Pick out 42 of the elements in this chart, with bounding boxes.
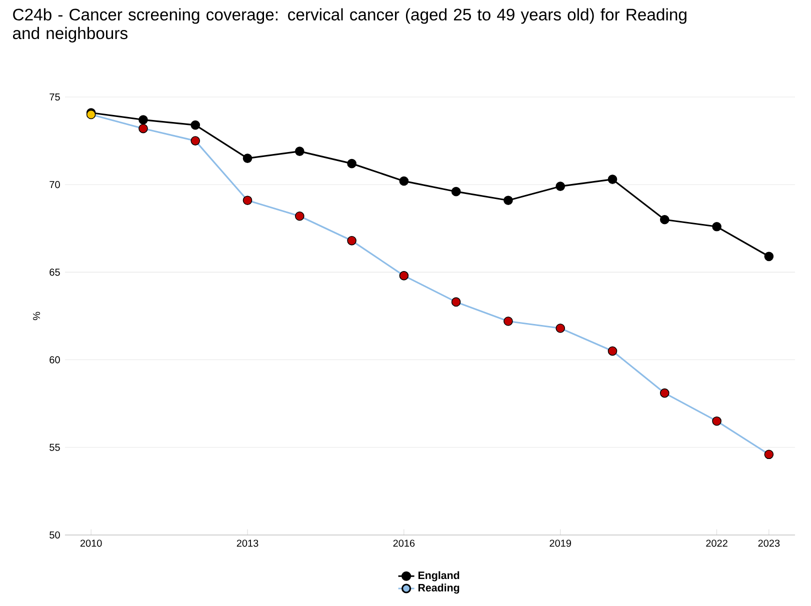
point (399, 176, 409, 186)
point (764, 252, 774, 262)
point (556, 324, 566, 333)
x-tick-label: 2019 (550, 540, 571, 547)
point (764, 450, 774, 460)
x-tick-label: 2016 (393, 540, 415, 547)
point (608, 346, 618, 356)
point (504, 196, 513, 206)
y-axis-title: % (33, 312, 40, 320)
x-tick-label: 2023 (758, 540, 780, 547)
y-tick-label: 75 (50, 94, 60, 100)
chart-title: C24b - Cancer screening coverage: cervical cancer (aged 25 to 49 years old) for Reading and neighbours (12, 8, 686, 42)
point (556, 182, 566, 192)
point (294, 146, 304, 156)
point (138, 115, 148, 124)
y-tick-label: 65 (50, 268, 60, 276)
point (504, 316, 513, 326)
point (190, 136, 200, 146)
point (347, 158, 356, 168)
point (399, 271, 409, 280)
point (660, 214, 670, 224)
y-tick-label: 55 (50, 444, 60, 451)
point (608, 174, 618, 184)
y-tick-label: 70 (50, 181, 60, 188)
point (242, 196, 252, 206)
point (138, 124, 148, 134)
point (347, 236, 356, 246)
x-tick-label: 2013 (236, 540, 258, 547)
legend-label: England (418, 571, 460, 582)
point (242, 154, 252, 163)
y-tick-label: 50 (50, 531, 60, 539)
x-tick-label: 2022 (706, 540, 728, 547)
point (712, 222, 722, 232)
legend-label: Reading (418, 584, 460, 594)
point (190, 120, 200, 130)
x-tick-label: 2010 (80, 540, 102, 547)
y-tick-label: 60 (50, 356, 60, 364)
point (294, 211, 304, 221)
point (712, 416, 722, 426)
point (451, 186, 461, 196)
point (451, 297, 461, 307)
point (660, 388, 670, 398)
